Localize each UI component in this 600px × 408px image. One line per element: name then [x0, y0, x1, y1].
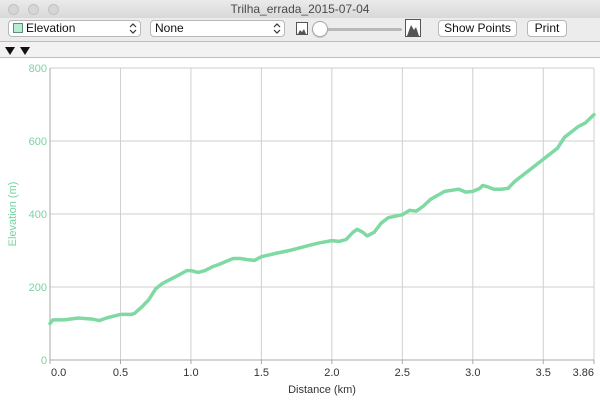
y-tick-label: 0	[41, 355, 47, 367]
x-tick-label: 0.0	[51, 367, 66, 379]
series-color-swatch	[13, 23, 23, 33]
show-points-button[interactable]: Show Points	[438, 20, 517, 37]
window-title: Trilha_errada_2015-07-04	[230, 2, 370, 16]
x-tick-label: 3.0	[465, 367, 480, 379]
x-tick-labels: 0.0 0.5 1.0 1.5 2.0 2.5 3.0 3.5 3.86	[51, 367, 594, 379]
x-tick-label: 1.5	[254, 367, 269, 379]
marker-icon[interactable]	[5, 47, 15, 55]
chevron-updown-icon	[129, 23, 137, 34]
zoom-window-button[interactable]	[48, 4, 59, 15]
marker-icon[interactable]	[20, 47, 30, 55]
minimize-window-button[interactable]	[28, 4, 39, 15]
y-tick-label: 800	[29, 63, 47, 75]
x-tick-label: 2.0	[324, 367, 339, 379]
y-tick-label: 600	[29, 136, 47, 148]
print-button[interactable]: Print	[527, 20, 567, 37]
title-bar: Trilha_errada_2015-07-04	[0, 0, 600, 19]
x-tick-label: 3.86	[573, 367, 594, 379]
chevron-updown-icon	[273, 23, 281, 34]
close-window-button[interactable]	[8, 4, 19, 15]
zoom-slider-track[interactable]	[318, 28, 402, 31]
x-tick-label: 0.5	[113, 367, 128, 379]
primary-series-label: Elevation	[26, 21, 76, 35]
marker-strip	[0, 41, 600, 58]
elevation-series-line	[48, 112, 596, 326]
toolbar: Elevation None Show Points Print	[0, 18, 600, 41]
x-tick-label: 3.5	[536, 367, 551, 379]
y-tick-labels: 0 200 400 600 800	[29, 63, 47, 367]
y-tick-label: 200	[29, 282, 47, 294]
y-tick-label: 400	[29, 209, 47, 221]
x-tick-label: 1.0	[183, 367, 198, 379]
terrain-high-icon[interactable]	[405, 19, 421, 37]
secondary-series-select[interactable]: None	[150, 20, 285, 37]
secondary-series-label: None	[155, 21, 184, 35]
x-tick-label: 2.5	[395, 367, 410, 379]
y-axis-label: Elevation (m)	[7, 182, 19, 247]
x-axis-label: Distance (km)	[288, 384, 356, 396]
elevation-chart: 0 200 400 600 800 0.0 0.5 1.0 1.5 2.0 2.5 3.0 3.5 3.…	[7, 63, 596, 396]
primary-series-select[interactable]: Elevation	[8, 20, 141, 37]
zoom-slider-thumb[interactable]	[312, 21, 328, 37]
chart-grid	[49, 67, 595, 364]
terrain-low-icon[interactable]	[296, 22, 308, 35]
